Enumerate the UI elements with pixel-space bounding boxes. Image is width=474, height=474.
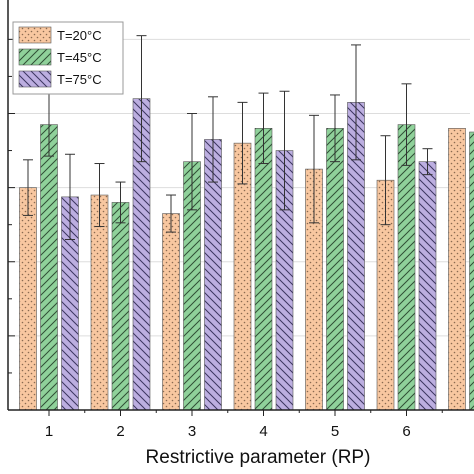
legend-swatch [18,70,52,88]
bars [19,98,474,411]
legend-label: T=20°C [57,28,102,43]
legend: T=20°C T=45°C T=75°C [12,21,124,95]
bar [90,194,109,411]
bar [326,128,344,411]
legend-swatch [18,26,52,44]
x-tick-label: 3 [188,423,196,440]
bar [418,161,437,411]
x-ticks [48,410,443,416]
x-tick-label: 4 [259,423,267,440]
bar [40,124,58,411]
x-tick-label: 6 [402,423,410,440]
legend-label: T=45°C [57,50,102,65]
bar [254,128,273,411]
error-bars [23,35,433,241]
bar [162,213,180,411]
bar [19,187,37,411]
legend-swatch [18,48,52,66]
bar [111,202,130,411]
x-tick-label: 2 [116,423,124,440]
x-tick-label: 1 [45,423,53,440]
x-tick-label: 5 [331,423,339,440]
x-tick-labels: 1234567 [45,423,474,440]
legend-label: T=75°C [57,72,102,87]
bar [397,124,416,411]
bar [448,128,466,411]
bar [469,131,474,411]
x-axis-title: Restrictive parameter (RP) [146,447,371,468]
